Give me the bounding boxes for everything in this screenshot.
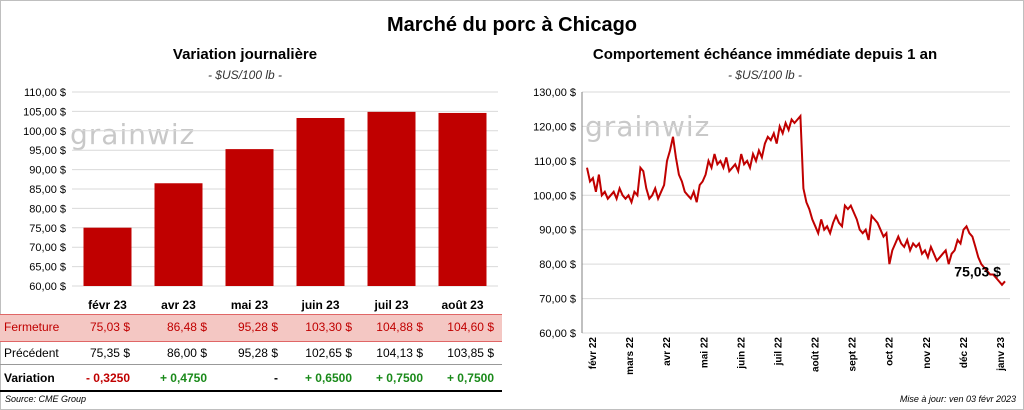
bar-y-tick: 95,00 $ [29, 145, 66, 157]
line-x-label: juin 22 [736, 337, 747, 370]
cell: 95,28 $ [237, 320, 278, 334]
line-x-label: avr 22 [662, 337, 673, 366]
cell: + 0,6500 [304, 371, 352, 385]
cell: - 0,3250 [85, 371, 130, 385]
line-x-label: févr 22 [588, 337, 599, 370]
line-x-label: juil 22 [773, 337, 784, 367]
line-y-tick: 130,00 $ [533, 87, 576, 99]
bar-févr 23 [83, 227, 132, 286]
cell: 103,85 $ [447, 346, 494, 360]
main-title: Marché du porc à Chicago [386, 14, 638, 36]
line-y-tick: 90,00 $ [539, 225, 576, 237]
cell: + 0,7500 [446, 371, 494, 385]
bar-avr 23 [154, 183, 203, 286]
bar-x-label: août 23 [441, 298, 483, 312]
bar-x-label: juil 23 [373, 298, 408, 312]
bar-y-tick: 75,00 $ [29, 223, 66, 235]
line-x-label: août 22 [811, 337, 822, 372]
line-x-label: sept 22 [848, 337, 859, 372]
cell: 86,00 $ [166, 346, 207, 360]
bar-juil 23 [367, 111, 416, 286]
bar-y-tick: 90,00 $ [29, 165, 66, 177]
line-x-label: mai 22 [699, 337, 710, 369]
bar-y-tick: 60,00 $ [29, 281, 66, 293]
row-label: Précédent [4, 346, 59, 360]
cell: 103,30 $ [305, 320, 352, 334]
cell: 75,35 $ [89, 346, 130, 360]
bar-août 23 [438, 112, 487, 287]
bar-x-label: mai 23 [231, 298, 269, 312]
bar-y-tick: 65,00 $ [29, 262, 66, 274]
row-precedent: Précédent 75,35 $ 86,00 $ 95,28 $ 102,65… [0, 342, 502, 365]
cell: + 0,4750 [159, 371, 207, 385]
row-label: Fermeture [4, 320, 60, 334]
cell: 95,28 $ [237, 346, 278, 360]
bar-y-tick: 80,00 $ [29, 203, 66, 215]
line-x-label: déc 22 [959, 337, 970, 369]
cell: + 0,7500 [375, 371, 423, 385]
bar-juin 23 [296, 117, 345, 286]
line-chart-title: Comportement échéance immédiate depuis 1… [592, 46, 938, 63]
bar-y-tick: 70,00 $ [29, 242, 66, 254]
line-x-label: oct 22 [885, 337, 896, 366]
bar-y-tick: 110,00 $ [24, 87, 66, 99]
source-note: Source: CME Group [5, 394, 87, 404]
line-chart: 60,00 $ 70,00 $ 80,00 $ 90,00 $ 100,00 $ 110,… [533, 87, 1010, 375]
line-y-tick: 110,00 $ [534, 156, 576, 168]
last-value-label: 75,03 $ [954, 263, 1001, 279]
cell: 86,48 $ [166, 320, 207, 334]
line-y-tick: 120,00 $ [533, 121, 576, 133]
line-y-tick: 80,00 $ [539, 259, 576, 271]
bar-chart: 60,00 $ 65,00 $ 70,00 $ 75,00 $ 80,00 $ 85,00… [23, 87, 498, 312]
bar-y-tick: 85,00 $ [29, 184, 66, 196]
row-label: Variation [4, 371, 55, 385]
cell: - [274, 371, 278, 385]
cell: 104,13 $ [376, 346, 423, 360]
line-x-label: nov 22 [922, 337, 933, 369]
line-chart-unit: - $US/100 lb - [727, 68, 803, 82]
row-fermeture: Fermeture 75,03 $ 86,48 $ 95,28 $ 103,30… [0, 314, 502, 342]
watermark-left: grainwiz [70, 118, 196, 151]
bar-y-tick: 100,00 $ [23, 126, 66, 138]
bar-x-label: avr 23 [161, 298, 196, 312]
line-x-label: janv 23 [996, 337, 1007, 372]
line-y-tick: 60,00 $ [539, 328, 576, 340]
line-x-label: mars 22 [625, 337, 636, 375]
bar-y-tick: 105,00 $ [23, 106, 66, 118]
cell: 102,65 $ [305, 346, 352, 360]
line-y-tick: 70,00 $ [539, 294, 576, 306]
bar-chart-unit: - $US/100 lb - [207, 68, 283, 82]
update-note: Mise à jour: ven 03 févr 2023 [899, 394, 1016, 404]
cell: 75,03 $ [89, 320, 130, 334]
cell: 104,60 $ [447, 320, 494, 334]
bar-chart-title: Variation journalière [172, 46, 318, 63]
bar-x-label: févr 23 [88, 298, 127, 312]
cell: 104,88 $ [376, 320, 423, 334]
line-y-tick: 100,00 $ [533, 190, 576, 202]
row-variation: Variation - 0,3250 + 0,4750 - + 0,6500 +… [0, 366, 502, 392]
bar-mai 23 [225, 149, 274, 286]
bar-x-label: juin 23 [300, 298, 339, 312]
series-line [586, 113, 1006, 287]
